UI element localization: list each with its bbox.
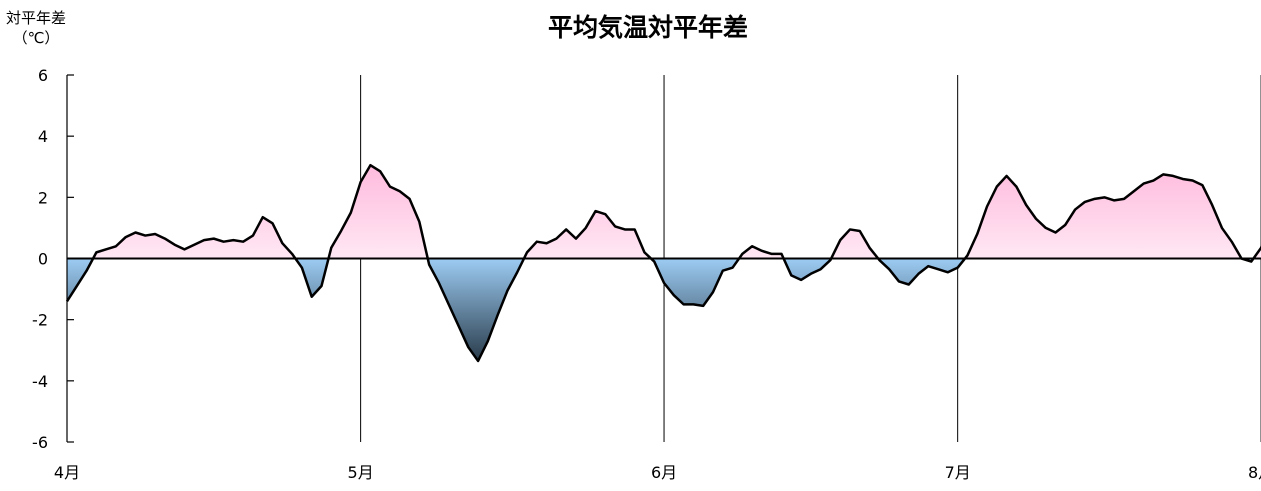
x-tick-label: 4月 (54, 463, 80, 482)
y-axis-label-line2: （℃） (13, 29, 60, 47)
y-tick-label: -2 (32, 311, 48, 330)
chart-title: 平均気温対平年差 (548, 13, 748, 42)
y-tick-label: 6 (38, 66, 48, 85)
x-tick-label: 6月 (651, 463, 677, 482)
y-tick-label: -4 (32, 372, 48, 391)
y-tick-label: 0 (38, 250, 48, 269)
x-tick-label: 7月 (945, 463, 971, 482)
y-tick-label: -6 (32, 433, 48, 452)
y-axis: 6 4 2 0 -2 -4 -6 (32, 66, 74, 452)
y-tick-label: 4 (38, 127, 48, 146)
x-axis-labels: 4月 5月 6月 7月 8月 (54, 463, 1261, 482)
y-tick-label: 2 (38, 188, 48, 207)
y-axis-label-line1: 対平年差 (6, 9, 66, 27)
x-tick-label: 8月 (1248, 463, 1261, 482)
x-tick-label: 5月 (348, 463, 374, 482)
